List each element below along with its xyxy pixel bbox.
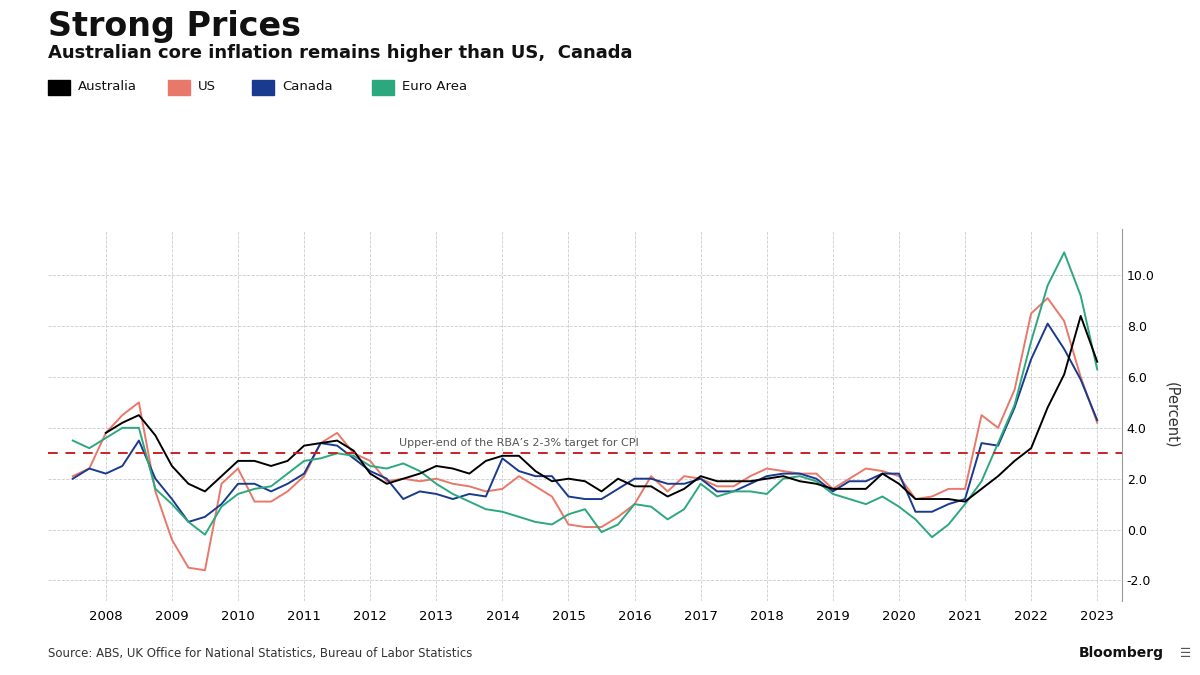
Text: US: US	[198, 80, 216, 93]
Text: Bloomberg: Bloomberg	[1079, 646, 1164, 660]
Text: Australian core inflation remains higher than US,  Canada: Australian core inflation remains higher…	[48, 44, 632, 62]
Text: Euro Area: Euro Area	[402, 80, 467, 93]
Text: ☰: ☰	[1181, 647, 1192, 660]
Y-axis label: (Percent): (Percent)	[1165, 382, 1180, 448]
Text: Source: ABS, UK Office for National Statistics, Bureau of Labor Statistics: Source: ABS, UK Office for National Stat…	[48, 647, 473, 660]
Text: Upper-end of the RBA’s 2-3% target for CPI: Upper-end of the RBA’s 2-3% target for C…	[400, 437, 638, 448]
Text: Australia: Australia	[78, 80, 137, 93]
Text: Strong Prices: Strong Prices	[48, 10, 301, 43]
Text: Canada: Canada	[282, 80, 332, 93]
